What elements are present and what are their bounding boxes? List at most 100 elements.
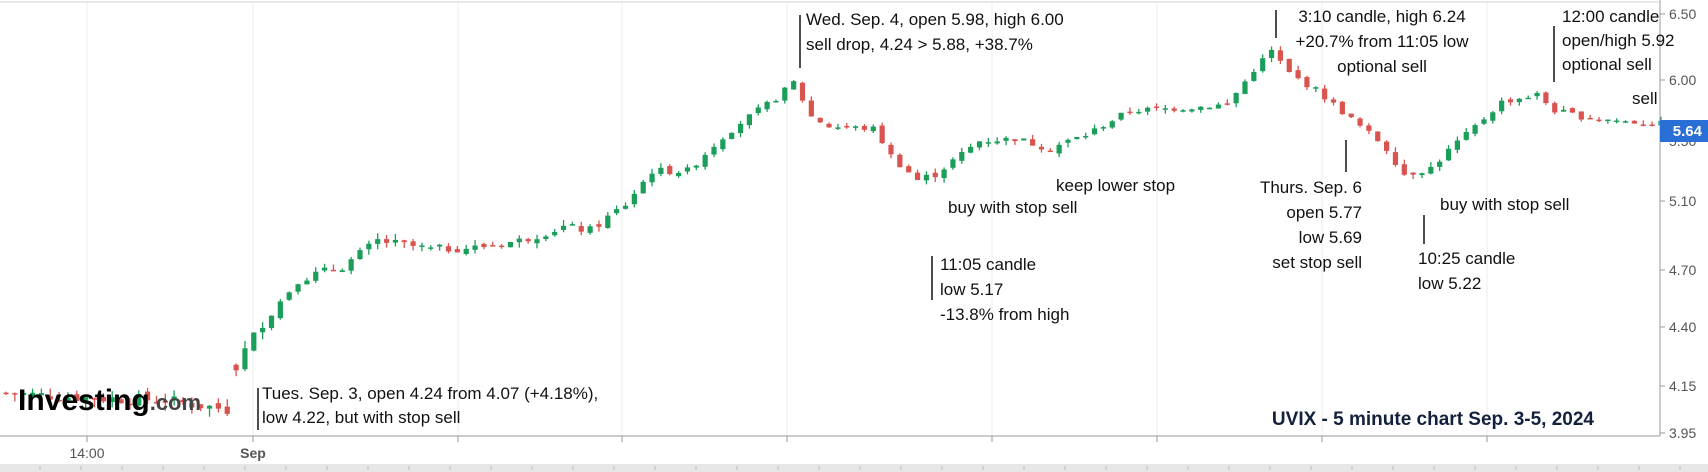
- candle-body: [366, 243, 372, 250]
- candle: [968, 143, 974, 154]
- candle: [1401, 159, 1407, 176]
- candle: [1047, 148, 1053, 153]
- annotation-text: optional sell: [1337, 57, 1427, 76]
- candle-body: [1083, 135, 1089, 138]
- candle: [12, 392, 18, 402]
- candle-body: [1614, 120, 1620, 123]
- candle-body: [100, 397, 106, 402]
- candle-body: [923, 174, 929, 181]
- candle-body: [1127, 111, 1133, 114]
- candle: [658, 163, 664, 177]
- candle: [835, 123, 841, 131]
- candle: [251, 332, 257, 352]
- candle-body: [534, 239, 540, 244]
- candle: [826, 122, 832, 128]
- candle-body: [1233, 93, 1239, 104]
- annotation-text: open 5.77: [1286, 203, 1362, 222]
- candle-body: [1605, 119, 1611, 122]
- candle: [817, 117, 823, 124]
- annotation-text: buy with stop sell: [1440, 195, 1569, 214]
- candle-body: [667, 166, 673, 175]
- candle: [375, 233, 381, 250]
- candle: [401, 239, 407, 249]
- candle-body: [720, 139, 726, 150]
- candle-body: [1260, 58, 1266, 72]
- annotation-text: open/high 5.92: [1562, 31, 1675, 50]
- candle: [693, 164, 699, 171]
- candle: [861, 124, 868, 132]
- candle: [1083, 132, 1089, 140]
- candle: [1543, 91, 1549, 105]
- candle-body: [932, 172, 938, 178]
- candle: [162, 393, 168, 411]
- candle-body: [47, 396, 53, 400]
- candle: [1605, 119, 1611, 124]
- candle: [888, 142, 894, 159]
- candle: [286, 291, 292, 301]
- annotation-text: Wed. Sep. 4, open 5.98, high 6.00: [806, 10, 1064, 29]
- annotation-text: optional sell: [1562, 55, 1652, 74]
- annotation-c310: 3:10 candle, high 6.24 +20.7% from 11:05 …: [1275, 7, 1469, 76]
- candle: [1375, 131, 1381, 142]
- candle: [206, 405, 213, 417]
- candle-body: [711, 146, 717, 155]
- candle-body: [826, 123, 832, 128]
- annotation-text: 3:10 candle, high 6.24: [1298, 7, 1465, 26]
- candle-body: [1180, 110, 1186, 112]
- candle-body: [897, 154, 903, 168]
- candle-body: [959, 152, 965, 161]
- candle: [295, 283, 301, 295]
- candle: [1614, 118, 1620, 124]
- candle-body: [1596, 119, 1602, 122]
- candle: [1251, 68, 1257, 82]
- candle: [1215, 102, 1222, 109]
- candle-body: [1410, 172, 1416, 175]
- candle-body: [782, 87, 788, 101]
- candle-body: [1091, 128, 1098, 135]
- candle: [428, 245, 434, 251]
- axes: [0, 0, 1661, 437]
- candle-body: [764, 101, 770, 110]
- candle: [198, 404, 204, 412]
- candle-body: [1499, 100, 1505, 112]
- candle-body: [1437, 161, 1443, 167]
- annotation-text: 11:05 candle: [940, 255, 1036, 274]
- candle-body: [640, 181, 646, 194]
- y-tick-label: 6.00: [1669, 72, 1696, 88]
- candle: [746, 114, 752, 129]
- candle: [3, 391, 9, 396]
- candle: [906, 164, 912, 173]
- candle-body: [3, 392, 9, 395]
- candle-body: [1552, 103, 1558, 113]
- candle-body: [1454, 140, 1460, 150]
- candle: [985, 137, 991, 147]
- candle: [445, 243, 452, 254]
- candle-body: [490, 245, 496, 247]
- candle: [47, 388, 53, 408]
- candle: [472, 240, 478, 254]
- candle: [339, 268, 345, 273]
- candle-body: [1251, 71, 1257, 81]
- candle: [959, 147, 965, 164]
- annotation-wed: Wed. Sep. 4, open 5.98, high 6.00 sell dr…: [799, 10, 1064, 68]
- candle: [1454, 136, 1460, 154]
- candle: [1286, 58, 1292, 73]
- candle: [118, 395, 124, 404]
- candle-body: [189, 402, 195, 408]
- candle: [587, 224, 593, 235]
- candle-body: [1561, 109, 1567, 112]
- candle: [640, 179, 646, 194]
- candle: [1463, 128, 1469, 141]
- candle: [711, 143, 717, 158]
- candle: [1552, 101, 1558, 115]
- candle: [1313, 86, 1319, 93]
- candle-body: [83, 397, 89, 403]
- candle: [737, 121, 744, 138]
- candle: [499, 244, 505, 249]
- annotation-text: sell drop, 4.24 > 5.88, +38.7%: [806, 35, 1033, 54]
- candle: [614, 205, 620, 216]
- candle-body: [233, 364, 239, 371]
- candle-body: [676, 172, 682, 177]
- candle: [720, 137, 726, 152]
